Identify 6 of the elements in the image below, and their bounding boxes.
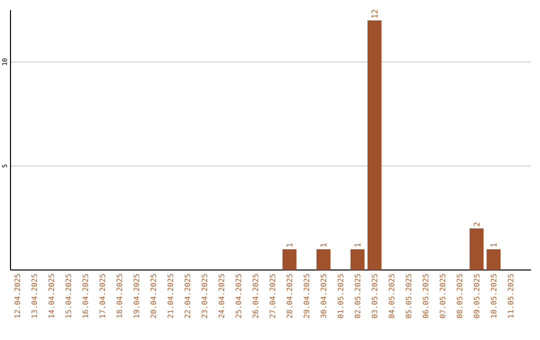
bar [486,249,501,270]
bar [368,20,382,270]
bar [316,249,330,270]
bar [350,249,365,270]
bar [470,228,484,270]
bar [282,249,296,270]
